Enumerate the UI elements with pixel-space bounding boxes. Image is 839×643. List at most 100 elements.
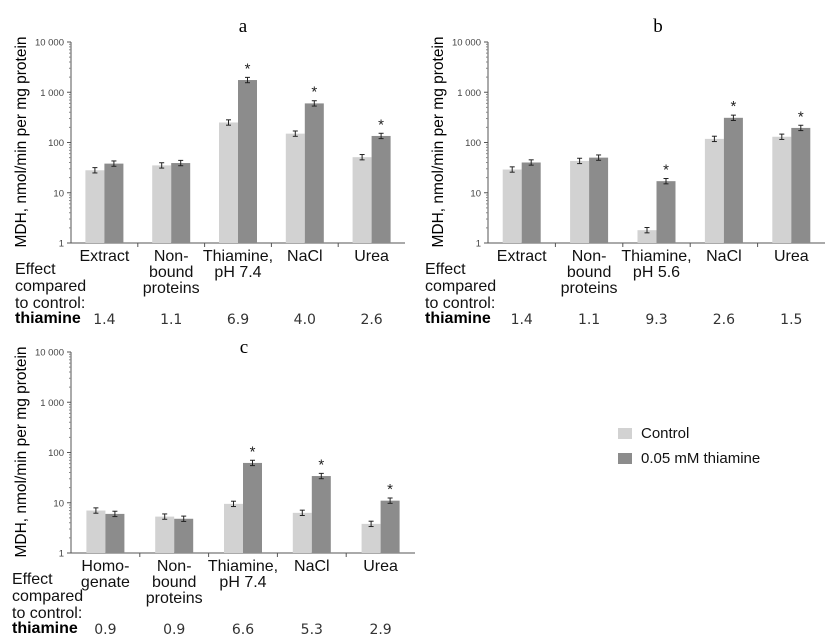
significance-marker: * [245, 60, 251, 77]
effect-value: 6.6 [232, 622, 254, 638]
x-category-label: proteins [561, 280, 618, 297]
bar-thiamine [174, 518, 194, 553]
y-tick-label: 1 000 [457, 88, 481, 99]
bar-thiamine [238, 80, 257, 243]
y-axis-label: MDH, nmol/min per mg protein [13, 36, 30, 247]
effect-value: 1.1 [578, 312, 600, 328]
bar-control [86, 510, 106, 553]
bar-control [570, 160, 590, 243]
y-tick-label: 10 [53, 498, 64, 509]
x-category-label: NaCl [294, 558, 330, 575]
bar-thiamine [243, 462, 262, 553]
legend-label: Control [641, 425, 689, 442]
bar-control [152, 165, 172, 243]
significance-marker: * [730, 98, 736, 115]
effect-label: Effect [15, 261, 56, 278]
bar-thiamine [311, 476, 331, 553]
x-category-label: bound [152, 574, 197, 591]
panel-c: c MDH, nmol/min per mg protein 1 10 100 1 000… [12, 337, 415, 638]
significance-marker: * [318, 456, 324, 473]
x-category-label: Urea [363, 558, 398, 575]
effect-value: 1.5 [780, 312, 802, 328]
bar-control [224, 503, 243, 553]
effect-label: to control: [12, 605, 82, 622]
effect-label: Effect [425, 261, 466, 278]
bar-thiamine [656, 181, 676, 243]
x-category-label: Urea [774, 248, 809, 265]
bar-thiamine [371, 135, 391, 243]
y-tick-label: 100 [48, 448, 64, 459]
y-axis-label: MDH, nmol/min per mg protein [13, 346, 30, 557]
bar-control [85, 170, 105, 243]
y-tick-label: 1 [59, 239, 64, 250]
bar-thiamine [521, 162, 541, 243]
effect-label: to control: [15, 295, 85, 312]
x-category-label: proteins [143, 280, 200, 297]
y-tick-label: 10 000 [452, 38, 481, 49]
y-tick-label: 100 [465, 138, 481, 149]
x-category-label: bound [149, 264, 194, 281]
effect-label: compared [15, 278, 86, 295]
panel-b: b MDH, nmol/min per mg protein 1 10 100 1 000… [425, 16, 825, 328]
x-category-label: Urea [354, 248, 389, 265]
effect-value: 1.1 [160, 312, 182, 328]
bar-thiamine [171, 163, 191, 243]
effect-row-label: thiamine [15, 310, 81, 327]
x-category-label: NaCl [287, 248, 323, 265]
effect-value: 9.3 [645, 312, 667, 328]
y-tick-label: 1 000 [40, 88, 64, 99]
y-tick-label: 100 [48, 138, 64, 149]
bar-control [361, 523, 381, 553]
effect-value: 1.4 [93, 312, 115, 328]
panel-title: b [653, 16, 663, 37]
bar-control [704, 138, 724, 243]
bar-thiamine [304, 103, 324, 244]
bar-control [292, 512, 312, 553]
panel-title: c [240, 337, 248, 358]
bar-thiamine [589, 157, 609, 243]
x-category-label: Non- [572, 248, 607, 265]
panel-a: a MDH, nmol/min per mg protein 1 10 100 1 000… [13, 16, 405, 328]
x-category-label: Homo- [81, 558, 129, 575]
effect-value: 1.4 [511, 312, 533, 328]
panel-title: a [239, 16, 248, 37]
y-tick-label: 10 [470, 188, 481, 199]
bar-control [772, 136, 792, 243]
effect-value: 2.6 [360, 312, 382, 328]
bar-thiamine [380, 500, 400, 553]
bar-control [155, 516, 175, 553]
significance-marker: * [311, 84, 317, 101]
significance-marker: * [798, 108, 804, 125]
bar-control [637, 230, 657, 243]
effect-value: 2.6 [713, 312, 735, 328]
x-category-label: pH 5.6 [633, 264, 680, 281]
x-category-label: pH 7.4 [219, 574, 266, 591]
effect-label: Effect [12, 571, 53, 588]
legend-label: 0.05 mM thiamine [641, 450, 760, 467]
effect-value: 2.9 [369, 622, 391, 638]
x-category-label: Extract [80, 248, 130, 265]
x-category-label: Non- [157, 558, 192, 575]
significance-marker: * [663, 162, 669, 179]
effect-value: 6.9 [227, 312, 249, 328]
effect-label: compared [12, 588, 83, 605]
legend: Control 0.05 mM thiamine [618, 425, 760, 467]
effect-row-label: thiamine [425, 310, 491, 327]
significance-marker: * [250, 443, 256, 460]
bar-thiamine [104, 163, 124, 243]
x-category-label: Thiamine, [203, 248, 273, 265]
y-tick-label: 10 [53, 188, 64, 199]
effect-value: 0.9 [163, 622, 185, 638]
y-tick-label: 10 000 [35, 348, 64, 359]
x-category-label: bound [567, 264, 612, 281]
legend-swatch [618, 453, 632, 464]
x-category-label: Thiamine, [208, 558, 278, 575]
bar-control [352, 157, 372, 243]
x-category-label: NaCl [706, 248, 742, 265]
x-category-label: pH 7.4 [214, 264, 261, 281]
y-tick-label: 1 000 [40, 398, 64, 409]
effect-row-label: thiamine [12, 620, 78, 637]
bar-thiamine [723, 117, 743, 243]
effect-value: 5.3 [301, 622, 323, 638]
